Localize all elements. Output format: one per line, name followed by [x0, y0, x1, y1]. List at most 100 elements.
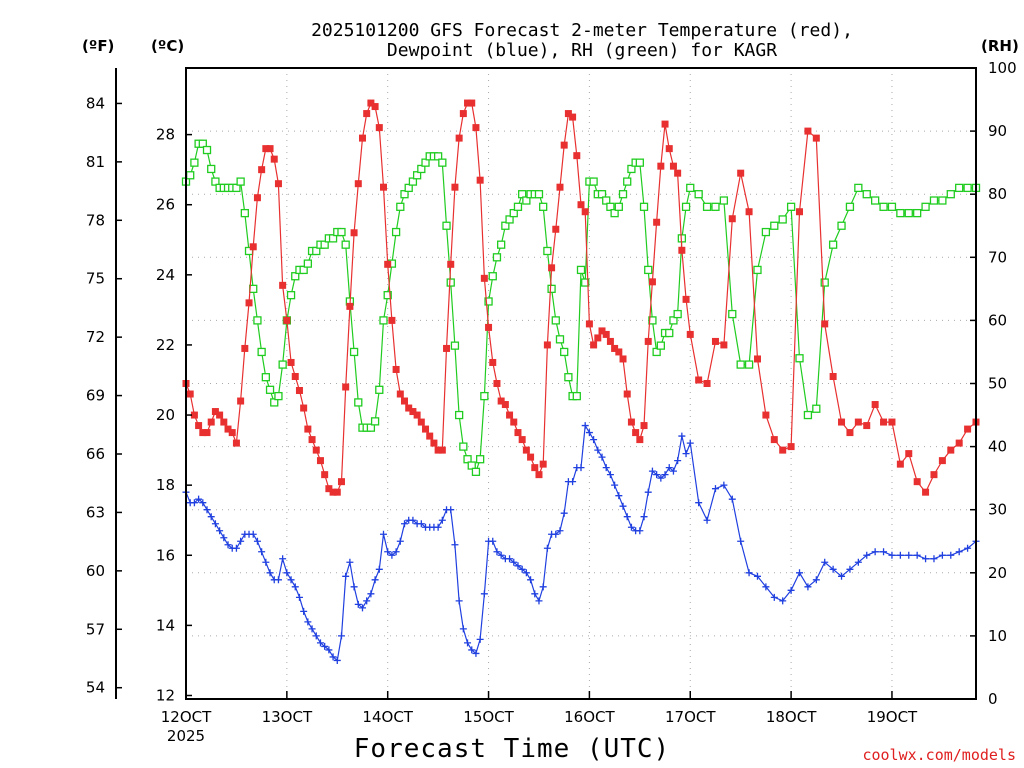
rh-point: [711, 202, 720, 211]
temperature-point: [611, 344, 619, 352]
dewpoint-point: [737, 537, 745, 545]
temperature-point: [464, 99, 472, 107]
rh-point: [417, 164, 426, 174]
rh-point: [845, 202, 855, 211]
dewpoint-point: [838, 572, 846, 580]
rh-point: [442, 221, 451, 230]
temperature-point: [413, 411, 421, 419]
time-tick-label: 19OCT: [867, 708, 918, 726]
dewpoint-point: [325, 646, 333, 654]
dewpoint-point: [308, 625, 316, 633]
temperature-point: [489, 358, 497, 366]
temperature-point: [560, 141, 568, 149]
rh-point: [694, 190, 703, 199]
dewpoint-point: [392, 548, 400, 556]
rh-point: [240, 208, 249, 218]
rh-point: [770, 221, 779, 230]
dewpoint-point: [266, 569, 274, 577]
dewpoint-point: [329, 653, 337, 661]
temperature-point: [913, 478, 921, 486]
temperature-point: [304, 425, 312, 433]
dewpoint-point: [258, 548, 266, 556]
temperature-point: [371, 103, 379, 111]
dewpoint-point: [812, 576, 820, 584]
temperature-point: [455, 134, 463, 142]
dewpoint-point: [779, 597, 787, 605]
dewpoint-point: [216, 527, 224, 535]
rh-point: [467, 461, 476, 470]
temperature-point: [669, 162, 677, 170]
temperature-point: [846, 429, 854, 437]
temperature-point: [527, 453, 535, 461]
temperature-point: [863, 422, 871, 430]
rh-point: [547, 284, 556, 294]
temperature-point: [657, 162, 665, 170]
rh-point: [257, 347, 266, 357]
rh-point: [433, 152, 443, 161]
rh-point: [450, 341, 460, 350]
fahrenheit-tick-label: 57: [86, 620, 105, 638]
dewpoint-point: [829, 565, 837, 573]
rh-point: [270, 398, 279, 407]
dewpoint-point: [922, 555, 930, 563]
rh-point: [375, 385, 384, 394]
dewpoint-point: [371, 576, 379, 584]
temperature-point: [216, 411, 224, 419]
rh-point: [778, 215, 787, 224]
fahrenheit-tick-label: 54: [86, 679, 105, 697]
temperature-point: [329, 488, 337, 496]
dewpoint-point: [930, 555, 938, 563]
rh-point: [627, 164, 636, 174]
dewpoint-point: [438, 516, 446, 524]
temperature-point: [346, 302, 354, 310]
rh-point: [610, 208, 619, 218]
temperature-point: [337, 478, 345, 486]
dewpoint-point: [300, 607, 308, 615]
temperature-point: [514, 429, 522, 437]
rh-point: [396, 202, 405, 211]
temperature-point: [678, 246, 686, 254]
rh-point: [412, 171, 422, 180]
dewpoint-point: [274, 576, 282, 584]
temperature-point: [695, 376, 703, 384]
dewpoint-point: [556, 527, 564, 535]
temperature-point: [430, 439, 438, 447]
temperature-point: [287, 358, 295, 366]
temperature-point: [535, 471, 543, 479]
dewpoint-point: [539, 583, 547, 591]
dewpoint-point: [585, 429, 593, 437]
dewpoint-point: [489, 537, 497, 545]
rh-point: [446, 278, 455, 287]
dewpoint-point: [417, 520, 425, 528]
dewpoint-point: [581, 422, 589, 430]
fahrenheit-tick-label: 78: [86, 211, 105, 229]
fahrenheit-tick-label: 75: [86, 270, 105, 288]
temperature-point: [291, 372, 299, 380]
rh-tick-label: 30: [988, 501, 1007, 519]
temperature-point: [459, 110, 467, 118]
dewpoint-point: [203, 506, 211, 514]
rh-point: [202, 145, 212, 155]
dewpoint-point: [396, 537, 404, 545]
temperature-point: [543, 341, 551, 349]
dewpoint-point: [888, 551, 896, 559]
temperature-point: [312, 446, 320, 454]
dewpoint-point: [409, 516, 417, 524]
dewpoint-point: [560, 509, 568, 517]
credit-link[interactable]: coolwx.com/models: [862, 746, 1016, 764]
time-tick-label: 12OCT: [161, 708, 212, 726]
temperature-point: [880, 418, 888, 426]
rh-point: [349, 347, 359, 357]
temperature-point: [627, 418, 635, 426]
temperature-point: [451, 183, 459, 191]
temperature-point: [358, 134, 366, 142]
rh-point: [828, 240, 838, 249]
temperature-point: [930, 471, 938, 479]
dewpoint-point: [291, 583, 299, 591]
temperature-point: [606, 337, 614, 345]
rh-point: [879, 202, 888, 211]
rh-point: [946, 190, 955, 199]
temperature-point: [539, 460, 547, 468]
